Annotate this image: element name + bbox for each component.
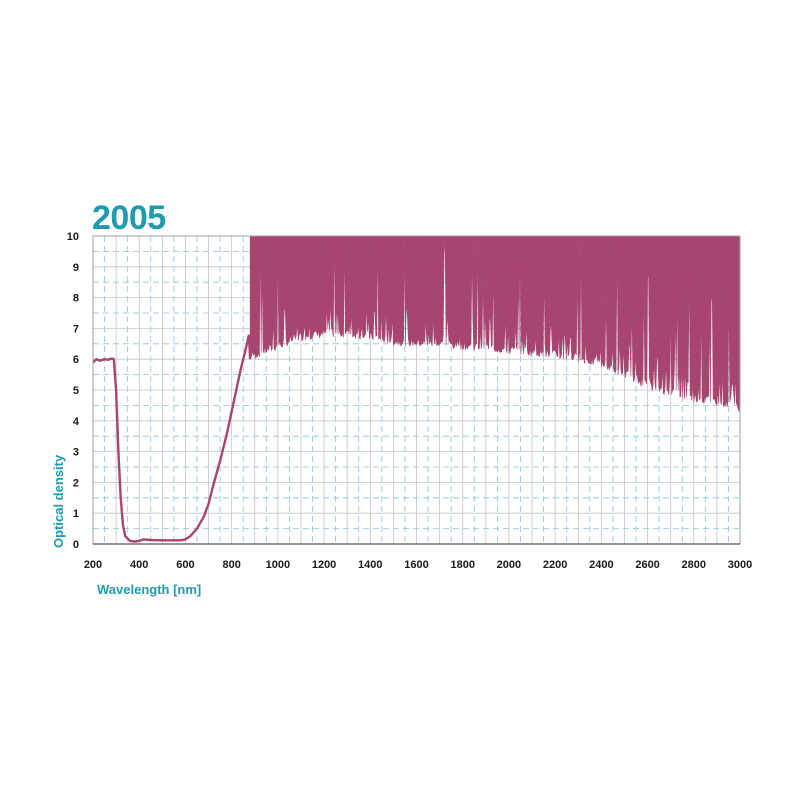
y-tick-label: 10 — [67, 231, 79, 243]
x-tick-label: 1000 — [266, 559, 290, 571]
series-area — [249, 235, 741, 413]
x-tick-label: 2200 — [543, 559, 567, 571]
y-axis-label: Optical density — [51, 454, 66, 548]
x-tick-label: 1800 — [450, 559, 474, 571]
x-tick-label: 3000 — [728, 559, 752, 571]
x-tick-label: 2600 — [635, 559, 659, 571]
y-tick-label: 1 — [73, 508, 79, 520]
chart-title: 2005 — [92, 199, 166, 237]
series-lines — [92, 334, 252, 543]
series-area-fill — [249, 235, 741, 413]
x-tick-label: 200 — [84, 559, 102, 571]
x-tick-label: 1200 — [312, 559, 336, 571]
x-tick-label: 400 — [130, 559, 148, 571]
y-tick-label: 0 — [73, 539, 79, 551]
y-tick-label: 3 — [73, 447, 79, 459]
x-tick-label: 2400 — [589, 559, 613, 571]
series-line — [92, 334, 251, 543]
y-tick-label: 2 — [73, 477, 79, 489]
y-tick-label: 8 — [73, 293, 79, 305]
series-line-join — [247, 334, 252, 360]
y-tick-label: 5 — [73, 385, 79, 397]
y-axis-ticks: 0 1 2 3 4 5 6 7 8 9 10 — [67, 231, 80, 551]
y-tick-label: 6 — [73, 354, 79, 366]
x-tick-label: 1400 — [358, 559, 382, 571]
x-tick-label: 2800 — [682, 559, 706, 571]
x-tick-label: 1600 — [404, 559, 428, 571]
x-tick-label: 2000 — [497, 559, 521, 571]
x-axis-label: Wavelength [nm] — [97, 582, 201, 597]
y-tick-label: 7 — [73, 323, 79, 335]
x-tick-label: 600 — [176, 559, 194, 571]
y-tick-label: 4 — [73, 416, 80, 428]
plot-frame — [92, 235, 741, 545]
x-tick-label: 800 — [222, 559, 240, 571]
x-axis-ticks: 200 400 600 800 1000 1200 1400 1600 1800 2000 2200… — [84, 559, 752, 571]
y-tick-label: 9 — [73, 262, 79, 274]
